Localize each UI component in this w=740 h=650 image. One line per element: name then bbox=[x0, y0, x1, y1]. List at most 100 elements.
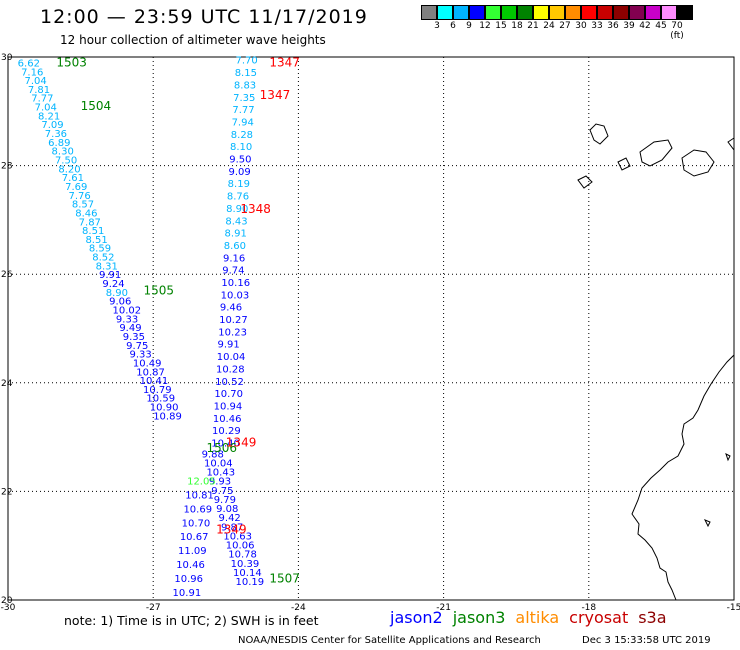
pass-labels: 1503 1504 1505 1506 1507 1347 1347 1348 1349 1349 bbox=[56, 55, 300, 585]
coastline bbox=[577, 123, 735, 601]
wave-height-value: 8.43 bbox=[225, 216, 247, 227]
colorbar-label: 33 bbox=[591, 21, 603, 31]
wave-height-value: 7.76 bbox=[69, 191, 91, 202]
pass-number-label: 1503 bbox=[56, 55, 87, 69]
satellite-legend-jason3: jason3 bbox=[452, 608, 506, 627]
map-title: 12:00 — 23:59 UTC 11/17/2019 bbox=[40, 6, 368, 28]
coast-detail-1 bbox=[703, 519, 711, 528]
wave-height-value: 10.43 bbox=[206, 468, 235, 479]
colorbar-swatch bbox=[421, 5, 437, 20]
wave-height-value: 7.09 bbox=[41, 120, 63, 131]
longitude-tick-label: -24 bbox=[291, 603, 306, 613]
wave-height-value: 10.89 bbox=[153, 411, 182, 422]
pass-number-label: 1347 bbox=[269, 55, 300, 69]
island-6 bbox=[727, 137, 735, 152]
wave-height-colorbar bbox=[421, 5, 693, 20]
colorbar-label: 6 bbox=[450, 21, 456, 31]
island-3 bbox=[681, 149, 715, 177]
wave-height-value: 9.75 bbox=[126, 341, 148, 352]
wave-height-value: 10.14 bbox=[233, 568, 262, 579]
island-5 bbox=[577, 175, 593, 189]
wave-height-value: 6.89 bbox=[48, 138, 70, 149]
satellite-legend: jason2 jason3 altika cryosat s3a bbox=[390, 608, 667, 627]
wave-height-value: 9.87 bbox=[221, 522, 243, 533]
wave-height-value: 9.50 bbox=[229, 155, 251, 166]
wave-height-value: 7.04 bbox=[24, 76, 46, 87]
wave-height-value: 10.46 bbox=[213, 414, 242, 425]
pass-number-label: 1349 bbox=[226, 436, 257, 450]
wave-height-value: 7.77 bbox=[232, 105, 254, 116]
wave-height-value: 10.87 bbox=[136, 367, 165, 378]
latitude-tick-label: 26 bbox=[1, 270, 13, 280]
wave-height-value: 8.59 bbox=[89, 244, 111, 255]
wave-height-value: 8.76 bbox=[227, 192, 249, 203]
colorbar-swatch bbox=[613, 5, 629, 20]
wave-height-value: 9.16 bbox=[223, 253, 245, 264]
colorbar-swatch bbox=[565, 5, 581, 20]
colorbar-label: 21 bbox=[527, 21, 539, 31]
wave-height-value: 10.70 bbox=[182, 518, 211, 529]
wave-height-value: 7.35 bbox=[233, 93, 255, 104]
wave-height-value: 7.70 bbox=[235, 56, 257, 67]
longitude-tick-label: -27 bbox=[146, 603, 161, 613]
colorbar-swatch bbox=[629, 5, 645, 20]
pass-number-label: 1505 bbox=[144, 283, 175, 297]
wave-height-value: 10.81 bbox=[185, 490, 214, 501]
wave-height-value: 9.75 bbox=[211, 486, 233, 497]
wave-height-value: 7.50 bbox=[55, 155, 77, 166]
wave-height-value: 8.19 bbox=[228, 179, 250, 190]
latitude-tick-label: 22 bbox=[1, 487, 12, 497]
wave-height-value: 10.52 bbox=[215, 377, 244, 388]
wave-height-value: 10.96 bbox=[174, 574, 203, 585]
wave-height-value: 10.59 bbox=[146, 394, 175, 405]
wave-height-value: 9.06 bbox=[109, 297, 131, 308]
colorbar-label: 15 bbox=[495, 21, 507, 31]
wave-height-value: 8.90 bbox=[106, 288, 128, 299]
wave-height-value: 7.87 bbox=[79, 217, 101, 228]
wave-height-value: 9.91 bbox=[218, 340, 240, 351]
colorbar-label: 24 bbox=[543, 21, 555, 31]
wave-height-value: 10.39 bbox=[231, 559, 260, 570]
wave-height-value: 10.69 bbox=[183, 504, 212, 515]
colorbar-label: 42 bbox=[639, 21, 651, 31]
pass-number-label: 1349 bbox=[216, 522, 247, 536]
wave-height-value: 8.31 bbox=[96, 261, 118, 272]
satellite-legend-s3a: s3a bbox=[638, 608, 667, 627]
island-4 bbox=[617, 157, 631, 171]
wave-height-value: 9.88 bbox=[202, 449, 224, 460]
wave-height-value: 6.62 bbox=[18, 58, 40, 69]
pass-number-label: 1348 bbox=[240, 202, 271, 216]
colorbar-swatch bbox=[485, 5, 501, 20]
wave-height-value: 9.33 bbox=[129, 350, 151, 361]
wave-height-value: 8.10 bbox=[230, 142, 252, 153]
longitude-tick-label: -30 bbox=[1, 603, 16, 613]
colorbar-swatch bbox=[597, 5, 613, 20]
wave-height-value: 9.79 bbox=[214, 495, 236, 506]
wave-height-value: 7.36 bbox=[45, 129, 67, 140]
pass-number-label: 1506 bbox=[206, 441, 237, 455]
wave-height-value: 7.04 bbox=[35, 103, 57, 114]
colorbar-label: 9 bbox=[466, 21, 472, 31]
wave-height-value: 8.51 bbox=[82, 226, 104, 237]
colorbar-swatch bbox=[645, 5, 661, 20]
colorbar-swatch bbox=[517, 5, 533, 20]
wave-height-value: 7.69 bbox=[65, 182, 87, 193]
colorbar-swatch bbox=[453, 5, 469, 20]
colorbar-swatch bbox=[581, 5, 597, 20]
pass-number-label: 1507 bbox=[269, 571, 300, 585]
wave-height-value: 8.28 bbox=[231, 130, 253, 141]
latitude-tick-label: 30 bbox=[1, 53, 13, 63]
wave-height-value: 9.08 bbox=[216, 504, 238, 515]
map-frame bbox=[7, 56, 735, 601]
wave-height-value: 10.06 bbox=[226, 541, 255, 552]
credit-line: NOAA/NESDIS Center for Satellite Applica… bbox=[238, 635, 541, 646]
colorbar-label: 45 bbox=[655, 21, 667, 31]
longitude-tick-label: -18 bbox=[581, 603, 596, 613]
wave-height-value: 8.30 bbox=[52, 147, 74, 158]
colorbar-swatch bbox=[501, 5, 517, 20]
latitude-tick-label: 24 bbox=[1, 379, 13, 389]
wave-height-value: 8.51 bbox=[85, 235, 107, 246]
africa-coast bbox=[631, 354, 735, 601]
colorbar-swatch bbox=[661, 5, 677, 20]
